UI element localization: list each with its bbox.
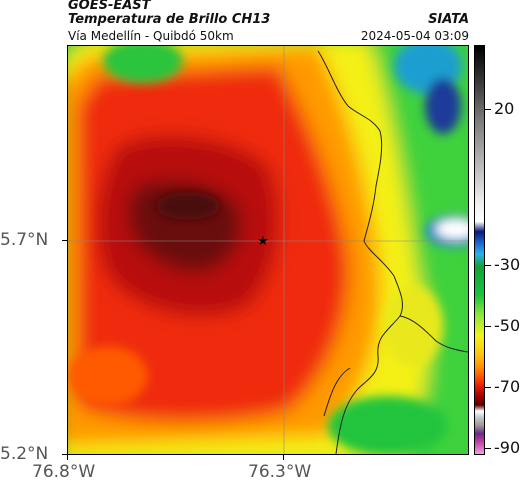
product-title: Temperatura de Brillo CH13	[68, 12, 271, 27]
colorbar-tick-label: 20	[494, 99, 515, 118]
lon-tick-mark	[67, 455, 68, 460]
colorbar-tick-mark	[485, 448, 491, 449]
lat-tick-mark	[62, 454, 67, 455]
deep-blue-patch-ne	[425, 78, 461, 134]
municipal-border	[399, 315, 468, 353]
colorbar-tick-mark	[485, 326, 491, 327]
warm-patch-sw	[68, 346, 148, 406]
yellow-patch-e	[383, 286, 443, 366]
colorbar-tick-mark	[485, 387, 491, 388]
region-label: Vía Medellín - Quibdó 50km	[68, 29, 234, 43]
colorbar-tick-label: -50	[494, 316, 521, 335]
lat-tick-label: 5.2°N	[0, 444, 49, 464]
lat-tick-label: 5.7°N	[0, 230, 49, 250]
green-patch-n	[103, 46, 183, 83]
lon-tick-label: 76.3°W	[248, 462, 312, 482]
organization-label: SIATA	[428, 12, 469, 27]
satellite-title: GOES-EAST	[68, 0, 151, 13]
colorbar-tick-mark	[485, 265, 491, 266]
brightness-temperature-map: ★	[68, 46, 468, 454]
cold-cloud-e-core	[436, 219, 468, 239]
map-panel[interactable]: ★	[67, 45, 469, 455]
green-patch-se	[328, 396, 448, 454]
department-border	[317, 50, 403, 454]
colorbar-tick-mark	[485, 109, 491, 110]
lat-tick-mark	[62, 240, 67, 241]
lon-tick-mark	[283, 455, 284, 460]
colorbar-tick-label: -30	[494, 255, 521, 274]
colorbar	[474, 45, 485, 455]
municipal-border-2	[323, 367, 351, 417]
star-icon: ★	[257, 234, 269, 249]
colorbar-tick-label: -90	[494, 438, 521, 457]
cloud-details	[68, 46, 468, 454]
datetime-label: 2024-05-04 03:09	[360, 29, 469, 43]
lon-tick-label: 76.8°W	[32, 462, 96, 482]
colorbar-tick-label: -70	[494, 377, 521, 396]
core-spot	[156, 192, 220, 220]
